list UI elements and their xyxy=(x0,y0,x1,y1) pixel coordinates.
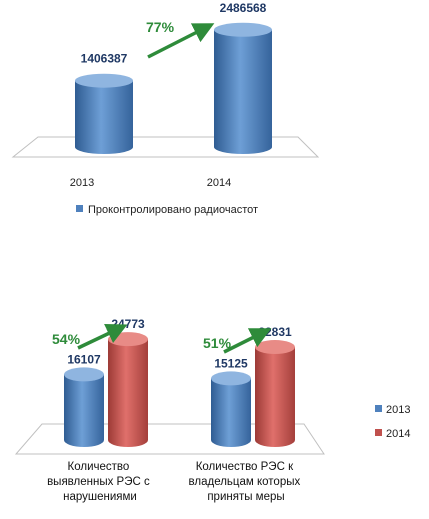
chart-1-growth-label: 77% xyxy=(146,19,175,35)
chart-1-bar-2014 xyxy=(214,22,272,155)
chart-2-legend-label-2014: 2014 xyxy=(386,428,410,440)
chart-2-bar-cat2-2013 xyxy=(211,371,251,447)
chart-2-data-label-cat2-2013: 15125 xyxy=(214,356,248,370)
chart-2-bar-cat2-2014 xyxy=(255,340,295,447)
chart-2-bar-cat1-2013 xyxy=(64,367,104,447)
chart-2-growth-label-2: 51% xyxy=(203,335,232,351)
chart-2-category-1: Количество выявленных РЭС с нарушениями xyxy=(47,461,153,503)
chart-1-data-label-2013: 1406387 xyxy=(81,52,128,66)
chart-1-growth-arrow xyxy=(147,23,215,59)
chart-2-growth-label-1: 54% xyxy=(52,331,81,347)
chart-1-bar-2013 xyxy=(75,73,133,154)
chart-2-growth-arrow-2 xyxy=(223,328,272,354)
chart-2-bar-cat1-2014 xyxy=(108,332,148,447)
chart-1-legend-swatch xyxy=(76,205,83,212)
chart-2-legend-swatch-2013 xyxy=(375,405,382,412)
chart-2-category-2: Количество РЭС к владельцам которых прин… xyxy=(189,461,304,503)
chart-2-floor xyxy=(14,423,325,455)
chart-1-floor xyxy=(11,136,320,158)
chart-2-data-label-cat1-2013: 16107 xyxy=(67,352,101,366)
chart-1-data-label-2014: 2486568 xyxy=(220,1,267,15)
chart-1-legend-label: Проконтролировано радиочастот xyxy=(88,204,258,216)
chart-1-tick-2013: 2013 xyxy=(70,177,94,189)
chart-1: 1406387 2486568 77% 2013 2014 Проконтроли… xyxy=(11,1,320,216)
chart-1-tick-2014: 2014 xyxy=(207,177,231,189)
chart-2-legend-swatch-2014 xyxy=(375,429,382,436)
chart-2-data-label-cat2-2014: 22831 xyxy=(258,325,292,339)
chart-2-growth-arrow-1 xyxy=(77,324,128,350)
chart-2-legend-label-2013: 2013 xyxy=(386,404,410,416)
